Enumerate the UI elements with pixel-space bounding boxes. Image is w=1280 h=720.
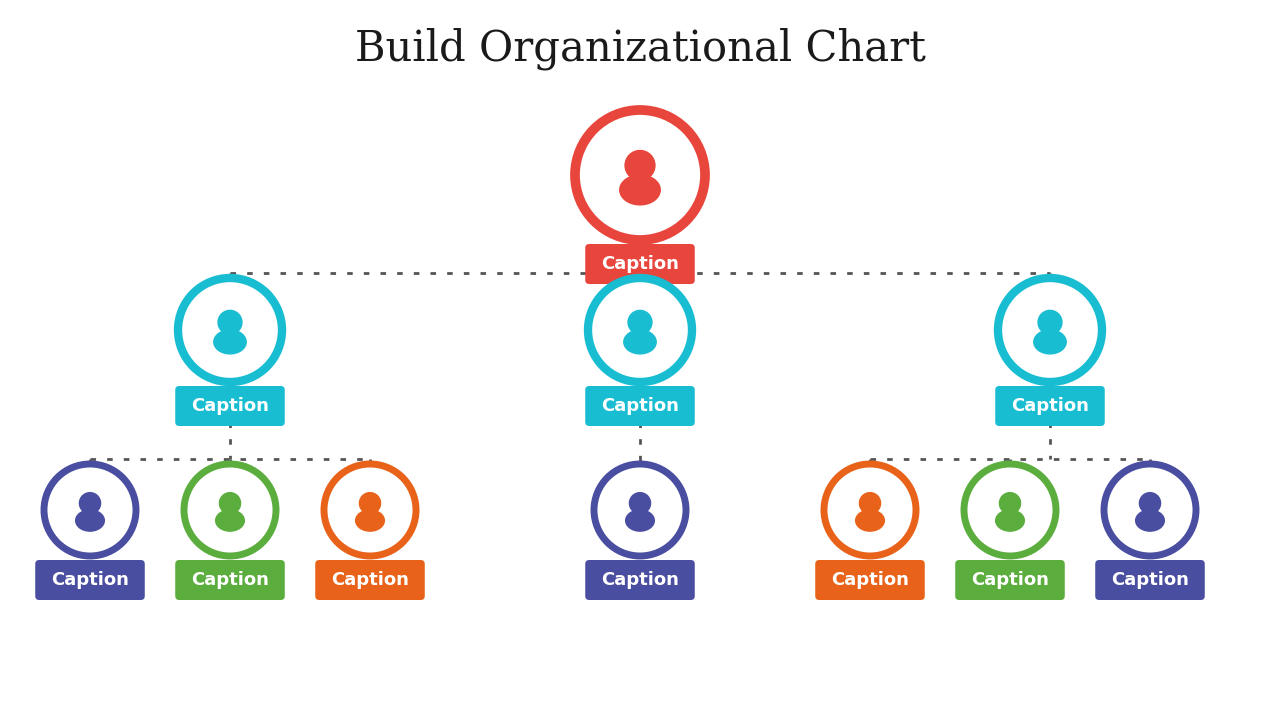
FancyBboxPatch shape	[175, 560, 284, 600]
Text: Caption: Caption	[831, 571, 909, 589]
Ellipse shape	[356, 510, 384, 531]
FancyBboxPatch shape	[175, 386, 284, 426]
Ellipse shape	[1034, 330, 1066, 354]
Text: Caption: Caption	[602, 571, 678, 589]
Circle shape	[218, 310, 242, 334]
Circle shape	[324, 464, 416, 556]
Circle shape	[998, 278, 1102, 382]
Circle shape	[178, 278, 282, 382]
FancyBboxPatch shape	[36, 560, 145, 600]
Circle shape	[588, 278, 692, 382]
Text: Caption: Caption	[332, 571, 408, 589]
FancyBboxPatch shape	[996, 386, 1105, 426]
Circle shape	[184, 464, 276, 556]
Text: Caption: Caption	[602, 397, 678, 415]
Circle shape	[824, 464, 916, 556]
Circle shape	[630, 492, 650, 514]
Circle shape	[360, 492, 380, 514]
FancyBboxPatch shape	[815, 560, 924, 600]
Circle shape	[594, 464, 686, 556]
Circle shape	[1038, 310, 1062, 334]
Circle shape	[1000, 492, 1020, 514]
Ellipse shape	[620, 175, 660, 205]
Text: Caption: Caption	[602, 255, 678, 273]
FancyBboxPatch shape	[585, 560, 695, 600]
Ellipse shape	[855, 510, 884, 531]
FancyBboxPatch shape	[315, 560, 425, 600]
Ellipse shape	[76, 510, 105, 531]
FancyBboxPatch shape	[585, 244, 695, 284]
Circle shape	[628, 310, 652, 334]
Text: Caption: Caption	[972, 571, 1048, 589]
Ellipse shape	[623, 330, 657, 354]
Ellipse shape	[214, 330, 246, 354]
Ellipse shape	[996, 510, 1024, 531]
Text: Caption: Caption	[1111, 571, 1189, 589]
Circle shape	[625, 150, 655, 180]
Circle shape	[44, 464, 136, 556]
Text: Caption: Caption	[191, 571, 269, 589]
Circle shape	[575, 110, 705, 240]
Circle shape	[1103, 464, 1196, 556]
Ellipse shape	[1135, 510, 1165, 531]
Circle shape	[859, 492, 881, 514]
Text: Build Organizational Chart: Build Organizational Chart	[355, 28, 925, 71]
Text: Caption: Caption	[191, 397, 269, 415]
FancyBboxPatch shape	[955, 560, 1065, 600]
Circle shape	[79, 492, 101, 514]
Text: Caption: Caption	[1011, 397, 1089, 415]
Text: Caption: Caption	[51, 571, 129, 589]
Ellipse shape	[215, 510, 244, 531]
Circle shape	[964, 464, 1056, 556]
FancyBboxPatch shape	[1096, 560, 1204, 600]
Ellipse shape	[626, 510, 654, 531]
Circle shape	[1139, 492, 1161, 514]
FancyBboxPatch shape	[585, 386, 695, 426]
Circle shape	[219, 492, 241, 514]
